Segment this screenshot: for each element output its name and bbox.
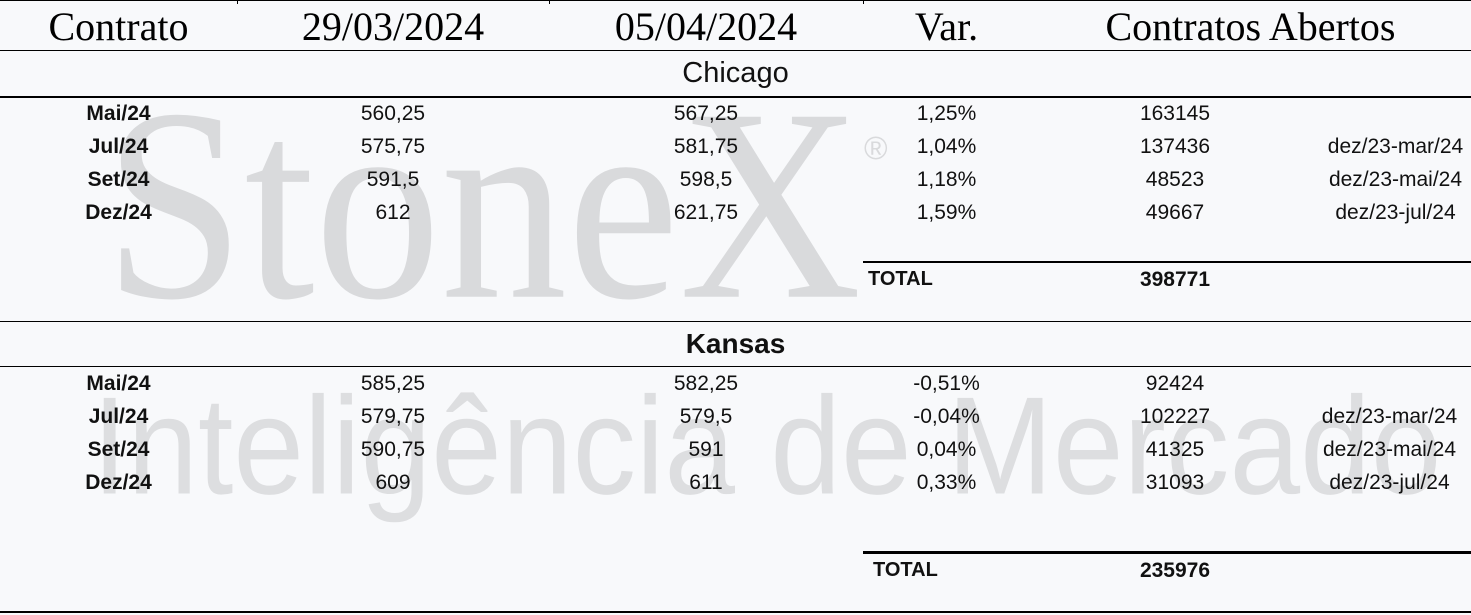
cell-open-contracts: 102227 — [1139, 404, 1211, 428]
total-divider-line — [863, 261, 1471, 263]
cell-variation: 1,04% — [916, 134, 977, 158]
cell-price-05-04: 582,25 — [673, 371, 739, 395]
column-separator — [549, 0, 550, 4]
cell-price-05-04: 579,5 — [679, 404, 733, 428]
cell-price-05-04: 621,75 — [673, 200, 739, 224]
cell-open-contracts: 49667 — [1145, 200, 1205, 224]
cell-variation: 0,04% — [916, 437, 977, 461]
total-label: TOTAL — [873, 559, 938, 581]
cell-variation: 1,59% — [916, 200, 977, 224]
divider-line — [0, 96, 1471, 98]
cell-price-29-03: 560,25 — [360, 101, 426, 125]
cell-contract: Dez/24 — [85, 200, 152, 224]
total-row-kansas: TOTAL 235976 — [0, 554, 1471, 587]
cell-price-05-04: 611 — [689, 470, 723, 494]
table-row: Mai/24 585,25 582,25 -0,51% 92424 — [0, 367, 1471, 400]
cell-price-29-03: 585,25 — [360, 371, 426, 395]
divider-line — [0, 50, 1471, 51]
cell-price-29-03: 612 — [375, 200, 411, 224]
section-title-chicago: Chicago — [682, 57, 789, 89]
total-label: TOTAL — [868, 268, 933, 290]
column-separator — [863, 0, 864, 4]
cell-contract: Set/24 — [87, 167, 150, 191]
section-title-kansas: Kansas — [685, 328, 786, 359]
header-row: Contrato 29/03/2024 05/04/2024 Var. Cont… — [0, 3, 1471, 50]
table-row: Dez/24 612 621,75 1,59% 49667 dez/23-jul… — [0, 196, 1471, 229]
total-open-contracts: 398771 — [1139, 267, 1211, 291]
cell-variation: 0,33% — [916, 470, 977, 494]
header-contract: Contrato — [48, 4, 189, 49]
cell-price-05-04: 581,75 — [673, 134, 739, 158]
cell-period: dez/23-mar/24 — [1327, 134, 1464, 158]
table-row: Set/24 591,5 598,5 1,18% 48523 dez/23-ma… — [0, 163, 1471, 196]
cell-open-contracts: 163145 — [1139, 101, 1211, 125]
column-separator — [237, 0, 238, 4]
cell-variation: -0,04% — [913, 404, 980, 428]
cell-contract: Mai/24 — [86, 371, 151, 395]
cell-variation: -0,51% — [913, 371, 980, 395]
cell-period: dez/23-jul/24 — [1335, 200, 1456, 224]
cell-variation: 1,18% — [916, 167, 977, 191]
cell-price-29-03: 575,75 — [360, 134, 426, 158]
cell-period: dez/23-mai/24 — [1322, 437, 1457, 461]
table-row: Jul/24 575,75 581,75 1,04% 137436 dez/23… — [0, 130, 1471, 163]
cell-price-29-03: 609 — [375, 470, 411, 494]
cell-price-29-03: 591,5 — [366, 167, 420, 191]
cell-period: dez/23-mar/24 — [1321, 404, 1458, 428]
table-row: Jul/24 579,75 579,5 -0,04% 102227 dez/23… — [0, 400, 1471, 433]
cell-price-29-03: 590,75 — [360, 437, 426, 461]
cell-open-contracts: 48523 — [1145, 167, 1205, 191]
cell-price-29-03: 579,75 — [360, 404, 426, 428]
cell-price-05-04: 591 — [688, 437, 724, 461]
cell-period: dez/23-mai/24 — [1328, 167, 1463, 191]
cell-variation: 1,25% — [916, 101, 977, 125]
cell-period: dez/23-jul/24 — [1329, 470, 1450, 494]
cell-open-contracts: 31093 — [1145, 470, 1205, 494]
table-top-border — [0, 0, 1471, 1]
cell-contract: Jul/24 — [88, 404, 149, 428]
total-row-chicago: TOTAL 398771 — [0, 263, 1471, 296]
header-date-29-03-2024: 29/03/2024 — [301, 4, 485, 49]
cell-contract: Jul/24 — [88, 134, 149, 158]
header-date-05-04-2024: 05/04/2024 — [614, 4, 798, 49]
cell-open-contracts: 137436 — [1139, 134, 1211, 158]
divider-line — [0, 366, 1471, 367]
table-row: Mai/24 560,25 567,25 1,25% 163145 — [0, 97, 1471, 130]
cell-price-05-04: 567,25 — [673, 101, 739, 125]
cell-open-contracts: 92424 — [1145, 371, 1205, 395]
cell-contract: Mai/24 — [86, 101, 151, 125]
section-row-kansas: Kansas — [0, 322, 1471, 366]
header-variation: Var. — [914, 4, 979, 49]
total-open-contracts: 235976 — [1139, 558, 1211, 582]
table-row: Set/24 590,75 591 0,04% 41325 dez/23-mai… — [0, 433, 1471, 466]
table-row: Dez/24 609 611 0,33% 31093 dez/23-jul/24 — [0, 466, 1471, 499]
cell-contract: Dez/24 — [85, 470, 152, 494]
cell-price-05-04: 598,5 — [679, 167, 733, 191]
divider-line — [0, 321, 1471, 322]
table-bottom-border — [0, 611, 1471, 613]
cell-open-contracts: 41325 — [1145, 437, 1205, 461]
header-open-contracts: Contratos Abertos — [1105, 4, 1396, 49]
cell-contract: Set/24 — [87, 437, 150, 461]
total-divider-line — [863, 551, 1471, 554]
section-row-chicago: Chicago — [0, 51, 1471, 96]
